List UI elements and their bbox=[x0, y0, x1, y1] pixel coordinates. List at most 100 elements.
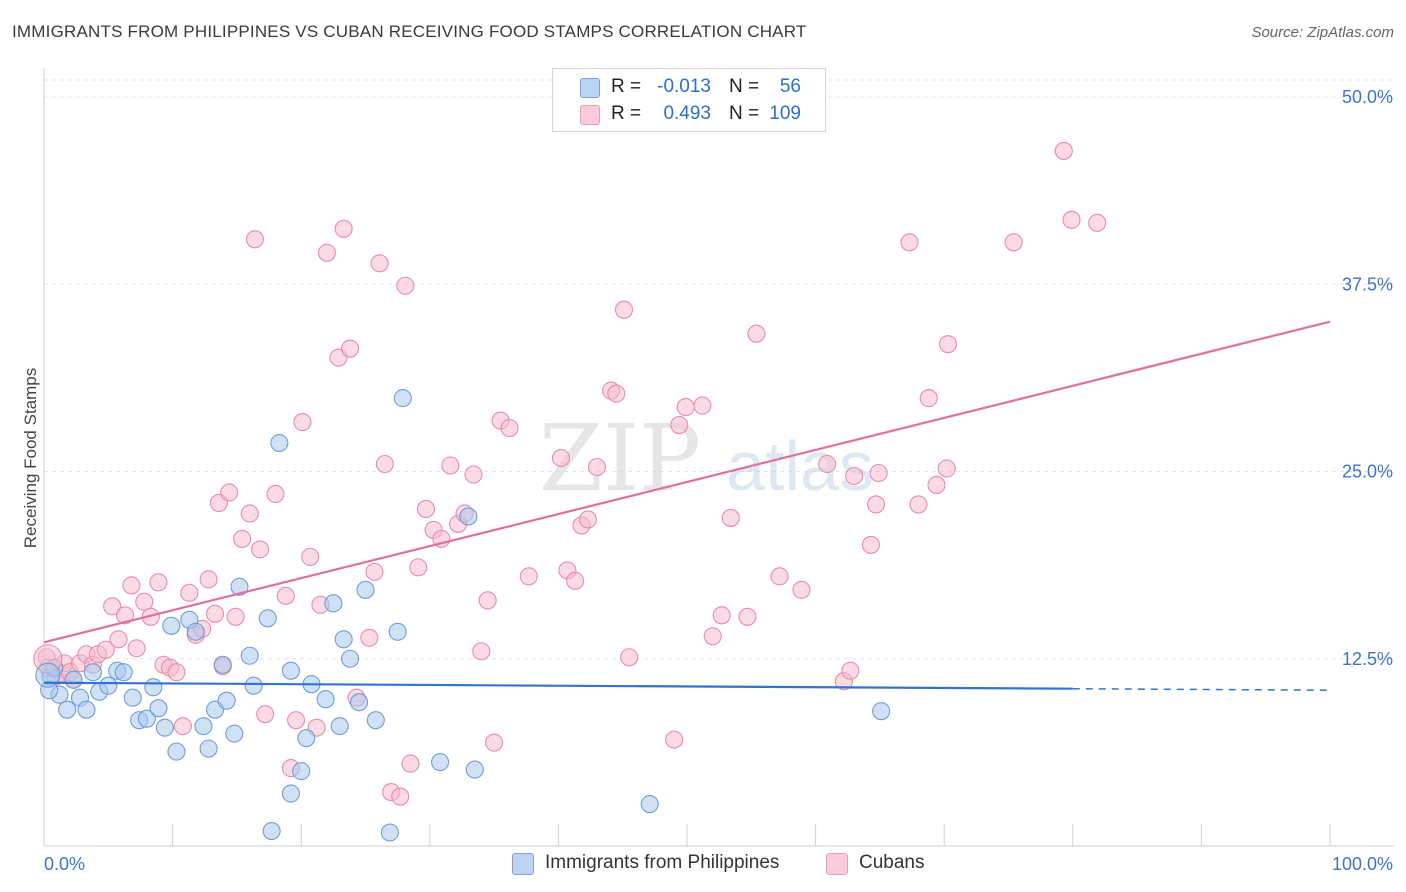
point-philippines-24 bbox=[213, 655, 232, 674]
legend-r-value: -0.013 bbox=[657, 76, 711, 97]
point-cuban-57 bbox=[401, 754, 420, 773]
point-philippines-38 bbox=[316, 690, 335, 709]
source-label: Source: ZipAtlas.com bbox=[1251, 24, 1394, 41]
point-cuban-18 bbox=[149, 573, 168, 592]
point-cuban-10 bbox=[96, 640, 115, 659]
point-cuban-108 bbox=[1062, 210, 1081, 229]
legend-n-label: N = bbox=[729, 103, 760, 124]
point-cuban-83 bbox=[670, 416, 689, 435]
legend-swatch-pink bbox=[826, 853, 848, 875]
point-cuban-50 bbox=[360, 628, 379, 647]
point-cuban-27 bbox=[205, 604, 225, 623]
point-cuban-91 bbox=[770, 567, 789, 586]
point-philippines-21 bbox=[194, 717, 213, 736]
point-philippines-30 bbox=[258, 609, 277, 628]
point-cuban-15 bbox=[127, 639, 146, 658]
point-cuban-85 bbox=[693, 396, 712, 415]
point-cuban-99 bbox=[869, 463, 888, 483]
legend-label-philippines: Immigrants from Philippines bbox=[545, 852, 780, 873]
data-points bbox=[33, 141, 1107, 842]
point-philippines-29 bbox=[244, 676, 263, 695]
point-cuban-96 bbox=[845, 466, 864, 486]
point-cuban-52 bbox=[370, 254, 389, 273]
point-cuban-59 bbox=[416, 499, 435, 519]
legend-r-label: R = bbox=[611, 76, 642, 97]
point-cuban-31 bbox=[226, 607, 245, 626]
point-cuban-90 bbox=[747, 324, 766, 343]
point-cuban-62 bbox=[441, 456, 460, 475]
point-philippines-45 bbox=[366, 711, 385, 730]
point-philippines-17 bbox=[162, 616, 181, 635]
point-cuban-80 bbox=[614, 300, 634, 319]
point-cuban-14 bbox=[122, 576, 141, 595]
point-cuban-101 bbox=[909, 495, 928, 514]
point-philippines-41 bbox=[334, 630, 353, 649]
point-philippines-28 bbox=[240, 646, 259, 665]
point-philippines-18 bbox=[167, 742, 186, 761]
point-philippines-33 bbox=[281, 784, 300, 803]
legend-label-cubans: Cubans bbox=[859, 852, 925, 873]
point-cuban-71 bbox=[519, 567, 538, 586]
point-cuban-79 bbox=[607, 384, 626, 403]
point-philippines-3 bbox=[64, 670, 83, 689]
legend-swatch-blue bbox=[512, 853, 534, 875]
point-philippines-35 bbox=[292, 762, 311, 781]
legend-swatch-blue bbox=[580, 78, 600, 98]
point-cuban-38 bbox=[276, 586, 295, 605]
axes bbox=[43, 68, 1394, 847]
point-cuban-22 bbox=[173, 717, 192, 736]
point-cuban-66 bbox=[472, 642, 491, 661]
point-philippines-51 bbox=[465, 760, 484, 779]
legend-r-label: R = bbox=[611, 103, 642, 124]
point-cuban-30 bbox=[220, 483, 239, 502]
point-philippines-49 bbox=[431, 753, 450, 772]
point-cuban-51 bbox=[365, 562, 384, 581]
point-cuban-107 bbox=[1054, 141, 1073, 160]
point-cuban-105 bbox=[939, 335, 958, 354]
point-cuban-68 bbox=[485, 733, 504, 752]
point-cuban-41 bbox=[293, 413, 312, 432]
point-cuban-33 bbox=[240, 504, 259, 523]
point-philippines-39 bbox=[324, 594, 343, 613]
point-philippines-large bbox=[35, 662, 61, 688]
point-cuban-100 bbox=[900, 233, 919, 252]
point-cuban-84 bbox=[676, 398, 695, 417]
point-cuban-23 bbox=[180, 583, 199, 602]
y-tick-label-2: 37.5% bbox=[1342, 274, 1393, 294]
point-philippines-2 bbox=[58, 700, 77, 719]
point-philippines-25 bbox=[217, 691, 236, 710]
point-cuban-89 bbox=[738, 607, 757, 626]
point-cuban-45 bbox=[317, 243, 336, 262]
point-cuban-70 bbox=[500, 419, 519, 438]
point-philippines-27 bbox=[230, 577, 249, 596]
point-philippines-53 bbox=[872, 702, 891, 721]
point-cuban-26 bbox=[199, 570, 218, 589]
point-cuban-40 bbox=[287, 711, 306, 730]
point-cuban-95 bbox=[841, 661, 860, 680]
point-philippines-15 bbox=[149, 699, 168, 718]
point-philippines-36 bbox=[297, 729, 316, 748]
point-philippines-43 bbox=[350, 693, 369, 712]
point-cuban-93 bbox=[818, 454, 837, 474]
point-philippines-26 bbox=[225, 724, 244, 743]
point-cuban-32 bbox=[232, 529, 252, 548]
point-cuban-65 bbox=[464, 465, 483, 484]
point-cuban-13 bbox=[115, 606, 135, 625]
point-philippines-16 bbox=[155, 718, 174, 737]
point-cuban-58 bbox=[409, 558, 428, 577]
point-philippines-46 bbox=[380, 823, 399, 842]
point-cuban-35 bbox=[250, 540, 270, 559]
point-philippines-20 bbox=[186, 622, 205, 641]
x-tick-label-1: 100.0% bbox=[1332, 854, 1393, 874]
point-philippines-42 bbox=[341, 649, 360, 668]
point-philippines-11 bbox=[123, 688, 142, 707]
point-cuban-92 bbox=[792, 580, 811, 599]
legend-row-cubans: R = 0.493 N = 109 bbox=[553, 101, 825, 127]
point-philippines-44 bbox=[356, 580, 375, 599]
point-cuban-48 bbox=[341, 339, 360, 358]
point-cuban-98 bbox=[866, 495, 886, 514]
correlation-legend: R = -0.013 N = 56 R = 0.493 N = 109 bbox=[552, 68, 826, 132]
trend-line-cubans bbox=[43, 320, 1331, 644]
point-philippines-48 bbox=[393, 389, 412, 408]
